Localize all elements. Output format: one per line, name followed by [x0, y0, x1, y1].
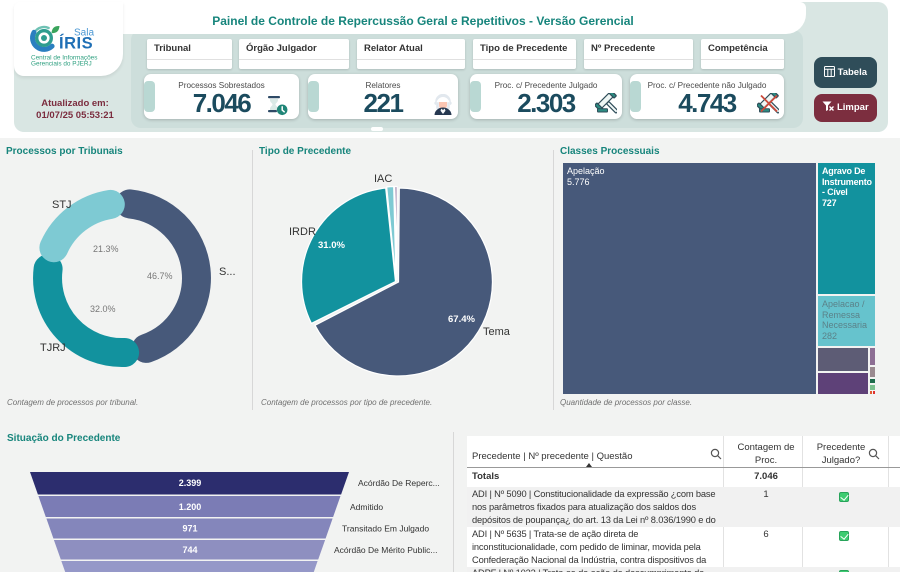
- svg-text:Sala: Sala: [74, 28, 94, 39]
- svg-text:Admitido: Admitido: [350, 502, 383, 512]
- svg-text:32.0%: 32.0%: [90, 304, 116, 314]
- svg-text:Tema: Tema: [483, 326, 511, 338]
- svg-text:STJ: STJ: [52, 199, 72, 211]
- svg-text:S...: S...: [219, 266, 236, 278]
- svg-text:Central de Informações: Central de Informações: [31, 55, 97, 62]
- svg-text:Transitado Em Julgado: Transitado Em Julgado: [342, 524, 429, 534]
- svg-text:744: 744: [182, 545, 197, 555]
- svg-text:46.7%: 46.7%: [147, 271, 173, 281]
- svg-text:31.0%: 31.0%: [318, 240, 345, 251]
- svg-text:21.3%: 21.3%: [93, 244, 119, 254]
- svg-text:ÍRIS: ÍRIS: [59, 34, 93, 53]
- svg-text:67.4%: 67.4%: [448, 314, 475, 325]
- svg-text:TJRJ: TJRJ: [40, 342, 66, 354]
- svg-text:Gerenciais do PJERJ: Gerenciais do PJERJ: [31, 61, 92, 68]
- svg-text:IAC: IAC: [374, 173, 392, 185]
- svg-text:Acórdão De Reperc...: Acórdão De Reperc...: [358, 478, 440, 488]
- svg-text:2.399: 2.399: [179, 478, 202, 488]
- svg-text:IRDR: IRDR: [289, 226, 316, 238]
- svg-text:971: 971: [182, 524, 197, 534]
- svg-text:1.200: 1.200: [179, 502, 202, 512]
- svg-text:Acórdão De Mérito Public...: Acórdão De Mérito Public...: [334, 545, 437, 555]
